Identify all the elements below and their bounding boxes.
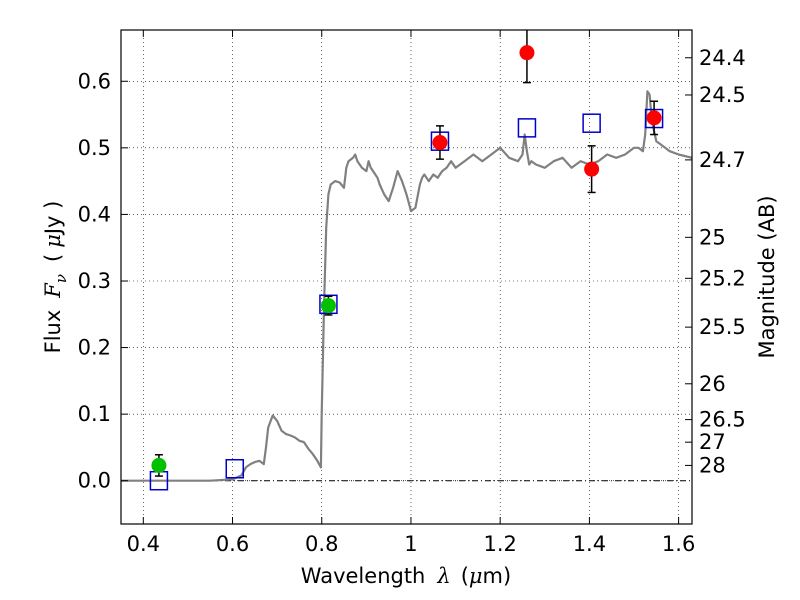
x-tick-label: 1 [404, 532, 417, 556]
y2-tick-label: 25.2 [699, 266, 746, 290]
y2-tick-label: 24.7 [699, 148, 746, 172]
y-tick-label: 0.4 [78, 202, 111, 226]
y2-tick-label: 26.5 [699, 408, 746, 432]
y2-tick-label: 28 [699, 453, 726, 477]
y-tick-label: 0.2 [78, 336, 111, 360]
x-tick-label: 0.4 [127, 532, 160, 556]
x-tick-label: 1.4 [573, 532, 606, 556]
observed-point [320, 298, 336, 314]
model-photometry-box [517, 118, 537, 138]
y-tick-label: 0.1 [78, 402, 111, 426]
x-tick-label: 0.6 [216, 532, 249, 556]
observed-point [519, 45, 535, 61]
y2-tick-label: 24.5 [699, 83, 746, 107]
axis-ticks: 0.4 0.6 0.8 1 1.2 1.4 1.6 0.0 0.1 0.2 0.3 0.4 0.5 0.6… [78, 30, 746, 556]
x-tick-label: 1.6 [662, 532, 695, 556]
y2-tick-label: 24.4 [699, 46, 746, 70]
y2-tick-label: 25.5 [699, 315, 746, 339]
y2-axis-label: Magnitude (AB) [755, 195, 779, 358]
model-photometry-box [582, 113, 601, 133]
y-tick-label: 0.0 [78, 469, 111, 493]
observed-point [432, 135, 448, 151]
y-tick-label: 0.3 [78, 269, 111, 293]
plot-frame [120, 29, 693, 525]
y-tick-label: 0.5 [78, 136, 111, 160]
model-photometry-box [225, 458, 245, 479]
y-tick-label: 0.6 [78, 69, 111, 93]
y2-tick-label: 26 [699, 372, 726, 396]
y-axis-label: FluxFν(μJy ) [41, 201, 70, 354]
plot-area [121, 30, 692, 491]
x-axis-label: Wavelength λ (μm) [301, 564, 511, 588]
observed-point [646, 110, 662, 126]
model-sed-line [121, 90, 692, 482]
y2-tick-label: 27 [699, 430, 726, 454]
x-tick-label: 0.8 [305, 532, 338, 556]
observed-point [151, 457, 167, 473]
y2-tick-label: 25 [699, 225, 726, 249]
observed-point [584, 161, 600, 177]
x-tick-label: 1.2 [483, 532, 516, 556]
grid [121, 30, 692, 524]
